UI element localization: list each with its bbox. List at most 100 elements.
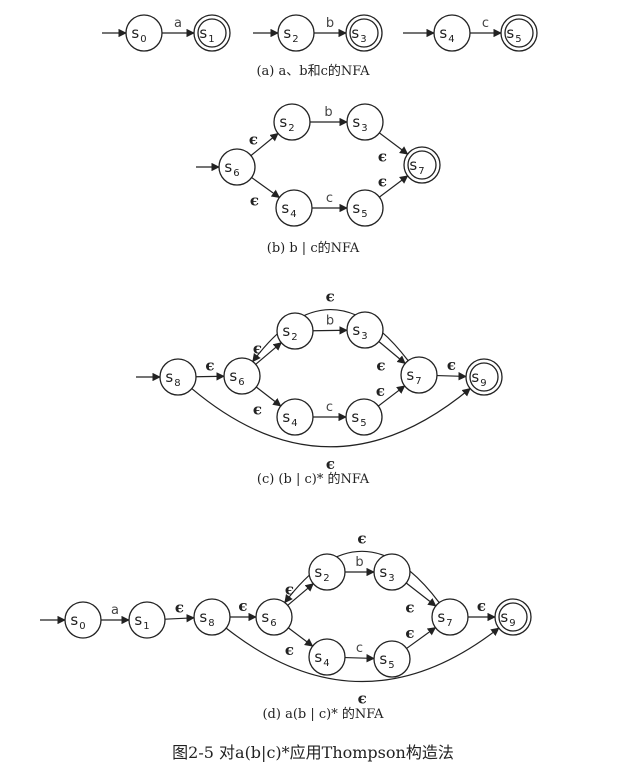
transition-s8-s9 xyxy=(191,387,471,448)
transition-label: ϵ xyxy=(358,690,367,708)
state-a-s5: s5 xyxy=(500,14,538,52)
state-circle xyxy=(373,640,411,678)
state-b-s4: s4 xyxy=(275,189,313,227)
state-b-s7: s7 xyxy=(403,146,441,184)
transition-label: ϵ xyxy=(447,356,456,374)
accepting-ring xyxy=(197,18,227,48)
state-c-s9: s9 xyxy=(465,358,503,396)
state-d-s0: s0 xyxy=(64,601,102,639)
state-circle xyxy=(275,189,313,227)
transition-label: ϵ xyxy=(376,382,385,400)
state-circle xyxy=(308,553,346,591)
state-c-s7: s7 xyxy=(400,356,438,394)
state-a-s1: s1 xyxy=(193,14,231,52)
transition-s6-s2 xyxy=(250,132,279,157)
transition-label: c xyxy=(482,16,489,31)
state-d-s5: s5 xyxy=(373,640,411,678)
transition-label: ϵ xyxy=(253,401,262,419)
state-circle xyxy=(373,553,411,591)
state-b-s6: s6 xyxy=(218,148,256,186)
transition-label: c xyxy=(356,641,363,656)
state-a-s0: s0 xyxy=(125,14,163,52)
state-d-s3: s3 xyxy=(373,553,411,591)
state-b-s3: s3 xyxy=(346,103,384,141)
state-a-s4: s4 xyxy=(433,14,471,52)
state-c-s6: s6 xyxy=(223,357,261,395)
transition-label: ϵ xyxy=(285,641,294,659)
transition-label: ϵ xyxy=(238,597,247,615)
state-c-s8: s8 xyxy=(159,358,197,396)
state-circle xyxy=(346,311,384,349)
state-circle xyxy=(125,14,163,52)
transition-label: ϵ xyxy=(477,597,486,615)
state-d-s2: s2 xyxy=(308,553,346,591)
state-circle xyxy=(277,14,315,52)
transition-s7-s9 xyxy=(436,372,467,381)
state-circle xyxy=(400,356,438,394)
transition-label: ϵ xyxy=(175,599,184,617)
transition-s6-s4 xyxy=(255,386,282,407)
state-d-s9: s9 xyxy=(494,598,532,636)
accepting-ring xyxy=(498,602,528,632)
state-circle xyxy=(276,312,314,350)
transition-label: ϵ xyxy=(405,599,414,617)
transition-s7-s6 xyxy=(252,309,409,363)
transition-s3-s7 xyxy=(379,132,409,155)
state-circle xyxy=(159,358,197,396)
state-circle xyxy=(218,148,256,186)
transition-label: ϵ xyxy=(205,357,214,375)
state-a-s2: s2 xyxy=(277,14,315,52)
state-circle xyxy=(128,601,166,639)
state-b-s5: s5 xyxy=(346,189,384,227)
transition-label: c xyxy=(326,400,333,415)
caption-b: (b) b | c的NFA xyxy=(267,240,360,256)
state-d-s6: s6 xyxy=(255,598,293,636)
transition-s3-s7 xyxy=(378,341,406,365)
caption-a: (a) a、b和c的NFA xyxy=(256,63,370,79)
transition-s4-s5 xyxy=(344,654,375,663)
state-circle xyxy=(308,638,346,676)
state-circle xyxy=(346,189,384,227)
transition-s5-s7 xyxy=(406,627,437,649)
state-c-s3: s3 xyxy=(346,311,384,349)
state-d-s8: s8 xyxy=(193,598,231,636)
transition-label: ϵ xyxy=(357,529,366,547)
figure-caption: 图2-5 对a(b|c)*应用Thompson构造法 xyxy=(172,743,454,762)
transition-label: ϵ xyxy=(378,173,387,191)
transition-s8-s9 xyxy=(225,627,500,683)
state-circle xyxy=(273,103,311,141)
state-c-s4: s4 xyxy=(276,398,314,436)
transition-label: ϵ xyxy=(326,455,335,473)
state-circle xyxy=(64,601,102,639)
transition-s6-s4 xyxy=(251,177,281,198)
accepting-ring xyxy=(407,150,437,180)
transition-label: ϵ xyxy=(253,340,262,358)
transition-label: c xyxy=(326,191,333,206)
transition-label: ϵ xyxy=(378,148,387,166)
caption-c: (c) (b | c)* 的NFA xyxy=(257,471,370,487)
state-a-s3: s3 xyxy=(345,14,383,52)
transition-label: b xyxy=(326,16,334,31)
transition-s7-s6 xyxy=(284,550,440,604)
transition-label: b xyxy=(355,555,363,570)
accepting-ring xyxy=(504,18,534,48)
transition-label: ϵ xyxy=(405,624,414,642)
state-d-s1: s1 xyxy=(128,601,166,639)
state-circle xyxy=(255,598,293,636)
state-circle xyxy=(223,357,261,395)
state-circle xyxy=(433,14,471,52)
transition-s6-s4 xyxy=(288,627,314,647)
state-b-s2: s2 xyxy=(273,103,311,141)
transition-label: ϵ xyxy=(376,357,385,375)
state-circle xyxy=(345,398,383,436)
accepting-ring xyxy=(349,18,379,48)
transition-label: a xyxy=(174,16,182,31)
transition-label: ϵ xyxy=(249,131,258,149)
state-circle xyxy=(193,598,231,636)
state-d-s7: s7 xyxy=(431,598,469,636)
transition-label: b xyxy=(326,314,334,329)
transition-label: a xyxy=(111,603,119,618)
caption-d: (d) a(b | c)* 的NFA xyxy=(262,706,384,722)
state-d-s4: s4 xyxy=(308,638,346,676)
